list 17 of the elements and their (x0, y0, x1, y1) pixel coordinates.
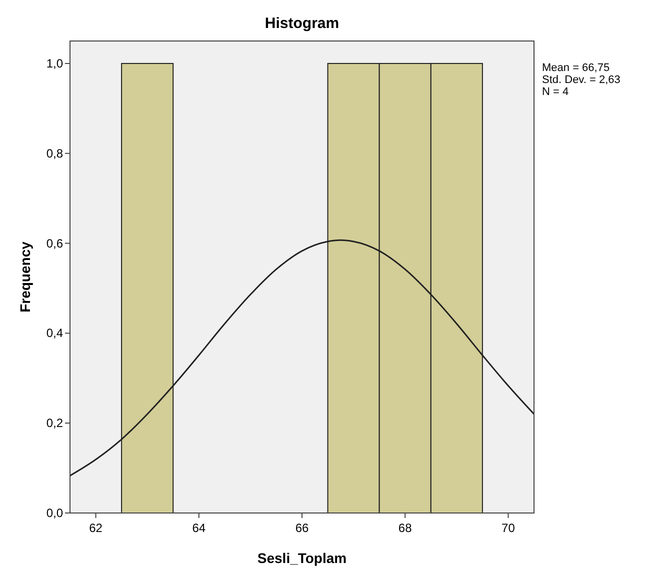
text: Mean = 66,75 (542, 62, 610, 74)
y-tick-label: 1,0 (46, 56, 64, 70)
x-tick-label: 64 (192, 521, 206, 535)
y-tick-label: 0,4 (46, 326, 64, 340)
y-axis-title: Frequency (17, 241, 33, 312)
x-tick-label: 66 (295, 521, 309, 535)
y-tick-label: 0,2 (46, 416, 64, 430)
x-axis-title: Sesli_Toplam (257, 550, 347, 566)
y-tick-label: 0,6 (46, 236, 64, 250)
x-tick-label: 68 (398, 521, 412, 535)
text: N = 4 (542, 86, 569, 98)
y-tick-label: 0,8 (46, 146, 64, 160)
x-tick-label: 70 (502, 521, 516, 535)
text: Std. Dev. = 2,63 (542, 74, 620, 86)
chart-title: Histogram (264, 15, 340, 32)
x-tick-label: 62 (89, 521, 103, 535)
y-tick-label: 0,0 (46, 506, 64, 520)
